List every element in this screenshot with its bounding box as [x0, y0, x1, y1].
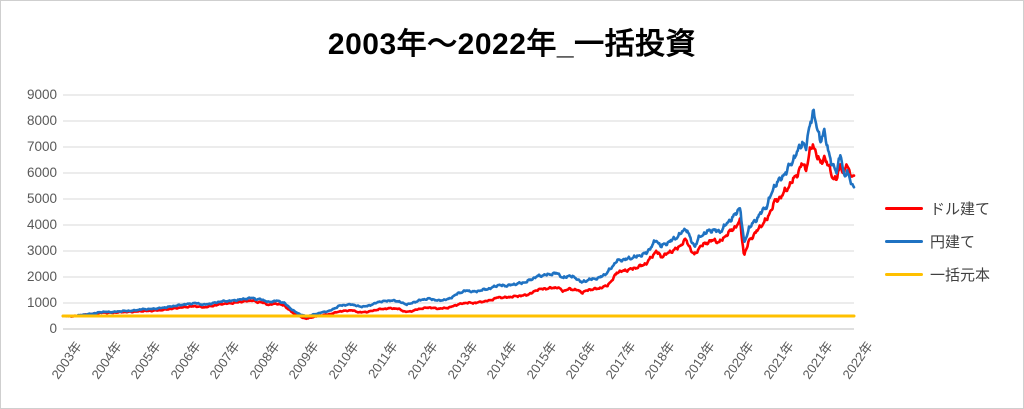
y-axis-tick-label: 0: [49, 321, 57, 336]
series-line-ドル建て: [61, 143, 856, 321]
legend-swatch: [885, 239, 923, 244]
legend-item: 円建て: [885, 225, 990, 258]
y-axis-tick-label: 8000: [26, 113, 57, 128]
chart-title: 2003年～2022年_一括投資: [327, 28, 697, 61]
y-axis-tick-label: 9000: [26, 87, 57, 102]
legend-label: ドル建て: [930, 201, 991, 218]
y-axis-tick-label: 7000: [26, 139, 57, 154]
y-axis-tick-label: 3000: [26, 243, 57, 258]
y-axis-tick-label: 6000: [26, 165, 57, 180]
legend-item: 一括元本: [885, 258, 990, 291]
legend: ドル建て円建て一括元本: [885, 192, 990, 291]
series-line-円建て: [61, 108, 856, 319]
legend-label: 一括元本: [930, 267, 991, 284]
legend-swatch: [885, 272, 923, 277]
y-axis-tick-label: 2000: [26, 269, 57, 284]
y-axis-tick-label: 1000: [26, 295, 57, 310]
legend-item: ドル建て: [885, 192, 990, 225]
legend-label: 円建て: [930, 234, 976, 251]
y-axis-tick-label: 5000: [26, 191, 57, 206]
legend-swatch: [885, 206, 923, 211]
y-axis-tick-label: 4000: [26, 217, 57, 232]
